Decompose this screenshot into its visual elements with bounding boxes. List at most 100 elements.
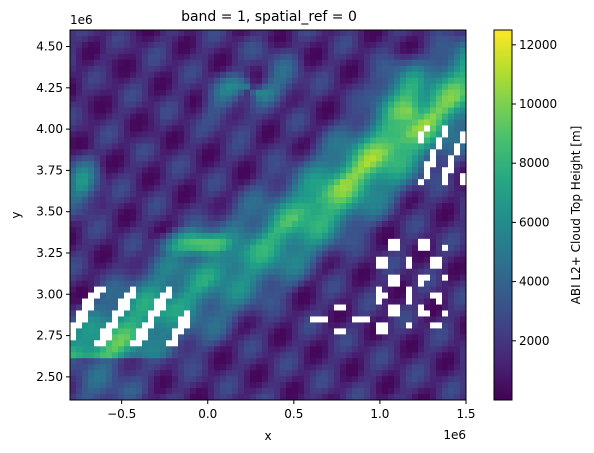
- heatmap-cell: [256, 89, 263, 97]
- heatmap-cell: [334, 47, 341, 55]
- heatmap-cell: [184, 286, 191, 293]
- heatmap-cell: [310, 244, 317, 252]
- heatmap-cell: [94, 286, 101, 293]
- heatmap-cell: [190, 310, 197, 317]
- heatmap-cell: [232, 226, 239, 234]
- heatmap-cell: [70, 107, 77, 114]
- heatmap-cell: [238, 256, 245, 264]
- heatmap-cell: [124, 209, 131, 216]
- heatmap-cell: [208, 71, 215, 79]
- heatmap-cell: [358, 149, 365, 156]
- heatmap-cell: [118, 352, 125, 359]
- heatmap-cell: [118, 59, 125, 67]
- heatmap-cell: [202, 35, 209, 43]
- heatmap-cell: [304, 394, 311, 401]
- heatmap-cell: [208, 209, 215, 216]
- heatmap-cell: [70, 95, 77, 103]
- heatmap-cell: [286, 149, 293, 156]
- heatmap-cell: [304, 376, 311, 383]
- heatmap-cell: [340, 268, 347, 276]
- heatmap-cell: [142, 89, 149, 97]
- heatmap-cell: [238, 346, 245, 353]
- heatmap-cell: [94, 95, 101, 103]
- heatmap-cell: [436, 352, 443, 359]
- heatmap-cell: [376, 107, 383, 114]
- heatmap-cell: [214, 65, 221, 73]
- heatmap-cell: [328, 35, 335, 43]
- heatmap-cell: [286, 203, 293, 210]
- heatmap-cell: [382, 328, 389, 335]
- heatmap-cell: [298, 173, 305, 180]
- heatmap-cell: [124, 256, 131, 264]
- heatmap-cell: [100, 131, 107, 138]
- heatmap-cell: [142, 256, 149, 264]
- heatmap-cell: [406, 244, 413, 252]
- heatmap-cell: [424, 203, 431, 210]
- heatmap-cell: [118, 220, 125, 228]
- heatmap-cell: [322, 370, 329, 377]
- heatmap-cell: [322, 65, 329, 73]
- heatmap-cell: [292, 41, 299, 49]
- heatmap-cell: [454, 268, 461, 276]
- heatmap-cell: [394, 203, 401, 210]
- heatmap-cell: [376, 149, 383, 156]
- heatmap-cell: [406, 53, 413, 61]
- heatmap-cell: [448, 346, 455, 353]
- heatmap-cell: [352, 203, 359, 210]
- heatmap-cell: [268, 65, 275, 73]
- heatmap-cell: [268, 394, 275, 401]
- heatmap-cell: [274, 65, 281, 73]
- heatmap-cell: [136, 113, 143, 120]
- heatmap-cell: [208, 256, 215, 264]
- heatmap-cell: [100, 215, 107, 222]
- heatmap-cell: [412, 286, 419, 293]
- heatmap-cell: [346, 274, 353, 282]
- heatmap-cell: [454, 250, 461, 258]
- heatmap-cell: [448, 191, 455, 198]
- heatmap-cell: [382, 394, 389, 401]
- heatmap-cell: [196, 41, 203, 49]
- heatmap-cell: [310, 119, 317, 126]
- heatmap-cell: [100, 238, 107, 246]
- heatmap-cell: [346, 59, 353, 67]
- heatmap-cell: [82, 328, 89, 335]
- heatmap-cell: [262, 89, 269, 97]
- heatmap-cell: [442, 280, 449, 288]
- heatmap-cell: [106, 101, 113, 108]
- heatmap-cell: [118, 262, 125, 270]
- heatmap-cell: [418, 125, 425, 132]
- heatmap-cell: [178, 30, 185, 37]
- heatmap-cell: [454, 185, 461, 192]
- heatmap-cell: [262, 167, 269, 174]
- colorbar-frame: [493, 29, 513, 401]
- heatmap-cell: [118, 179, 125, 186]
- heatmap-cell: [154, 209, 161, 216]
- heatmap-cell: [136, 364, 143, 371]
- heatmap-cell: [202, 388, 209, 395]
- heatmap-cell: [250, 71, 257, 79]
- heatmap-cell: [88, 209, 95, 216]
- heatmap-cell: [364, 47, 371, 55]
- heatmap-cell: [184, 358, 191, 365]
- heatmap-cell: [262, 95, 269, 103]
- heatmap-cell: [226, 388, 233, 395]
- heatmap-cell: [70, 143, 77, 150]
- heatmap-cell: [130, 322, 137, 329]
- heatmap-cell: [76, 101, 83, 108]
- heatmap-cell: [454, 322, 461, 329]
- heatmap-cell: [460, 256, 467, 264]
- heatmap-cell: [160, 274, 167, 282]
- heatmap-cell: [124, 161, 131, 168]
- heatmap-cell: [352, 131, 359, 138]
- heatmap-cell: [262, 352, 269, 359]
- heatmap-cell: [142, 280, 149, 288]
- heatmap-cell: [394, 352, 401, 359]
- heatmap-cell: [178, 292, 185, 299]
- heatmap-cell: [100, 376, 107, 383]
- heatmap-cell: [340, 388, 347, 395]
- heatmap-cell: [220, 352, 227, 359]
- heatmap-cell: [454, 173, 461, 180]
- heatmap-cell: [226, 77, 233, 85]
- heatmap-cell: [148, 71, 155, 79]
- heatmap-cell: [208, 107, 215, 114]
